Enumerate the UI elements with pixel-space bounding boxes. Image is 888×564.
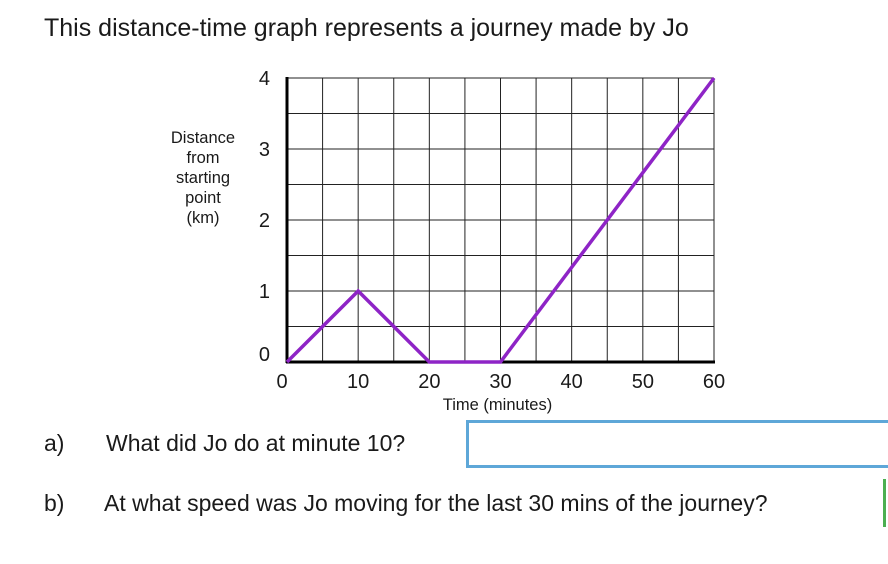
y-axis-label-line: starting	[175, 169, 231, 187]
y-tick-label: 1	[259, 281, 270, 303]
x-tick-label: 10	[347, 371, 369, 393]
y-tick-label: 3	[259, 139, 270, 161]
answer-b-input[interactable]	[883, 479, 888, 527]
question-a-letter: a)	[44, 430, 65, 456]
y-axis-label-line: (km)	[186, 209, 220, 227]
x-tick-label: 60	[703, 371, 725, 393]
x-tick-label: 30	[489, 371, 511, 393]
x-tick-label: 20	[418, 371, 440, 393]
question-title: This distance-time graph represents a jo…	[44, 14, 689, 42]
answer-a-input[interactable]	[466, 420, 888, 468]
x-tick-label: 40	[561, 371, 583, 393]
y-axis-label-line: from	[186, 149, 220, 167]
question-a-text: What did Jo do at minute 10?	[106, 430, 406, 456]
y-axis-label: Distance from starting point (km)	[150, 128, 256, 228]
question-b-letter: b)	[44, 490, 65, 516]
distance-time-chart: 0 10 20 30 40 50 60 0 1 2 3 4 Time (minutes)	[259, 68, 725, 414]
y-tick-label: 0	[259, 344, 270, 366]
y-tick-label: 2	[259, 210, 270, 232]
y-axis-label-line: Distance	[170, 129, 236, 147]
x-axis-label: Time (minutes)	[443, 396, 552, 414]
y-tick-label: 4	[259, 68, 270, 90]
y-axis-label-line: point	[185, 189, 221, 207]
x-tick-label: 50	[632, 371, 654, 393]
question-b-text: At what speed was Jo moving for the last…	[104, 490, 768, 516]
x-tick-label: 0	[276, 371, 287, 393]
